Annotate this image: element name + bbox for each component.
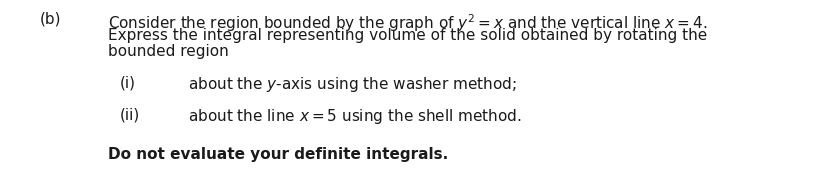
Text: bounded region: bounded region <box>108 44 228 59</box>
Text: (b): (b) <box>40 12 61 27</box>
Text: Do not evaluate your definite integrals.: Do not evaluate your definite integrals. <box>108 147 447 162</box>
Text: (ii): (ii) <box>120 107 140 122</box>
Text: about the $y$-axis using the washer method;: about the $y$-axis using the washer meth… <box>188 75 516 94</box>
Text: about the line $x = 5$ using the shell method.: about the line $x = 5$ using the shell m… <box>188 107 521 126</box>
Text: Express the integral representing volume of the solid obtained by rotating the: Express the integral representing volume… <box>108 28 706 43</box>
Text: (i): (i) <box>120 75 136 90</box>
Text: Consider the region bounded by the graph of $y^2 = x$ and the vertical line $x =: Consider the region bounded by the graph… <box>108 12 706 34</box>
